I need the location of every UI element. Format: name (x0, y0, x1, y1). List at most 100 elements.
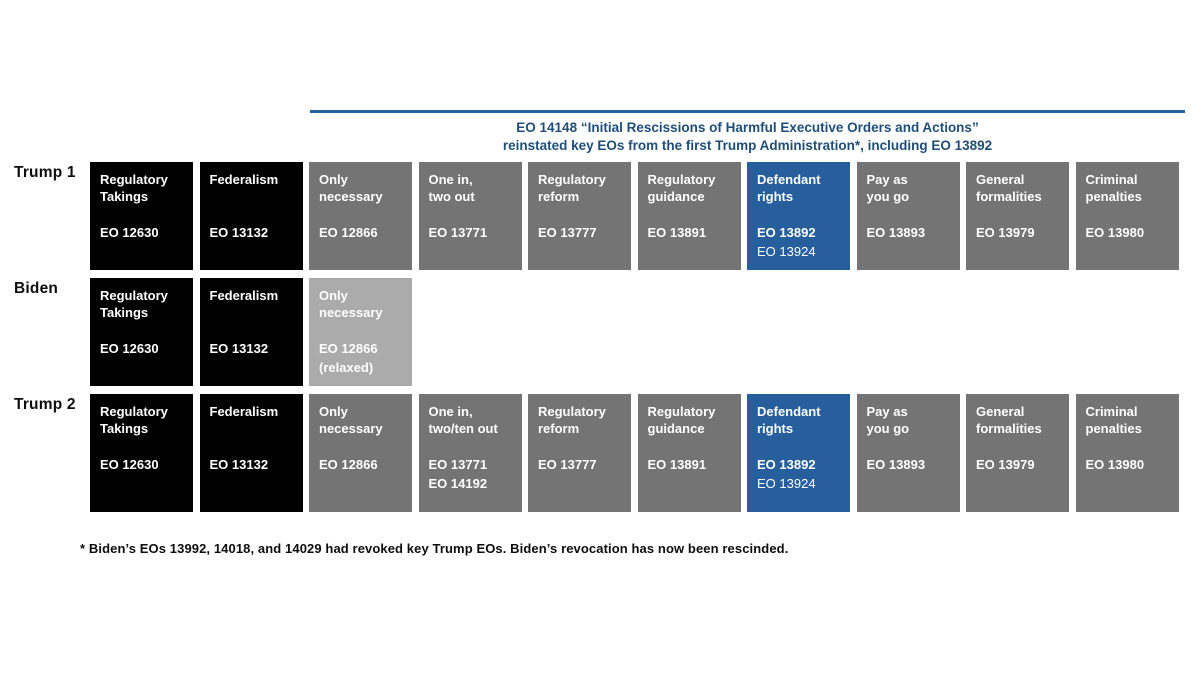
eo-number-block: EO 13979 (976, 224, 1065, 243)
row-label-trump-2: Trump 2 (14, 396, 76, 413)
eo-number: EO 13980 (1085, 457, 1145, 472)
eo-number-block: EO 13980 (1086, 224, 1175, 243)
eo-box: One in, two/ten out EO 13771 EO 14192 (418, 394, 522, 512)
eo-number: EO 13132 (209, 341, 269, 356)
eo-number: EO 13979 (976, 457, 1035, 472)
eo-number: EO 13980 (1085, 225, 1145, 240)
eo-box: Criminal penalties EO 13980 (1075, 162, 1179, 270)
eo-box-title: Only necessary (319, 288, 383, 320)
eo-box: Only necessary EO 12866 (309, 394, 412, 512)
eo-box-title: Regulatory Takings (100, 288, 168, 320)
chart-title: EO 14148 “Initial Rescissions of Harmful… (310, 119, 1185, 155)
eo-box-title: Regulatory reform (538, 172, 606, 204)
eo-number: (relaxed) (319, 359, 374, 375)
eo-number: EO 13893 (866, 225, 926, 240)
eo-number-block: EO 13893 (867, 456, 956, 475)
eo-box: Regulatory Takings EO 12630 (90, 278, 193, 386)
eo-number: EO 13892 (757, 225, 816, 240)
eo-number: EO 12866 (319, 341, 378, 356)
eo-number: EO 13893 (866, 457, 926, 472)
eo-box: One in, two out EO 13771 (418, 162, 522, 270)
eo-number-block: EO 12866 (319, 224, 408, 243)
eo-number: EO 12630 (100, 457, 159, 472)
eo-box: Regulatory guidance EO 13891 (637, 162, 741, 270)
eo-number-block: EO 13132 (210, 224, 299, 243)
eo-number-block: EO 13771 EO 14192 (429, 456, 518, 493)
eo-number-block: EO 13771 (429, 224, 518, 243)
eo-box: Only necessary EO 12866 (309, 162, 412, 270)
eo-number: EO 12866 (319, 225, 378, 240)
eo-number-block: EO 13132 (210, 340, 299, 359)
eo-box-title: Regulatory Takings (100, 404, 168, 436)
eo-box: Federalism EO 13132 (199, 162, 303, 270)
eo-number: EO 12866 (319, 457, 378, 472)
eo-box-title: Criminal penalties (1085, 404, 1142, 436)
eo-box-title: Federalism (209, 172, 279, 187)
eo-number: EO 13777 (538, 225, 597, 240)
eo-number: EO 14192 (428, 475, 488, 491)
eo-number: EO 13777 (538, 457, 597, 472)
eo-box-title: Federalism (209, 288, 279, 303)
eo-number: EO 13891 (647, 225, 707, 240)
eo-box-title: Pay as you go (866, 172, 910, 204)
eo-box-title: Defendant rights (757, 404, 821, 436)
eo-number-block: EO 13891 (648, 456, 737, 475)
eo-number: EO 13132 (209, 225, 269, 240)
eo-box-title: Defendant rights (757, 172, 821, 204)
eo-box: Regulatory reform EO 13777 (528, 162, 631, 270)
eo-box: General formalities EO 13979 (966, 394, 1069, 512)
chart-title-line1: EO 14148 “Initial Rescissions of Harmful… (516, 120, 979, 135)
header-rule-line (310, 110, 1185, 113)
eo-number-block: EO 13979 (976, 456, 1065, 475)
eo-box: Criminal penalties EO 13980 (1075, 394, 1179, 512)
eo-number-block: EO 13132 (210, 456, 299, 475)
eo-number-block: EO 13892 EO 13924 (757, 456, 846, 493)
chart-title-line2: reinstated key EOs from the first Trump … (502, 138, 993, 153)
eo-number-block: EO 13893 (867, 224, 956, 243)
eo-box: Defendant rights EO 13892 EO 13924 (747, 162, 850, 270)
eo-number-block: EO 13980 (1086, 456, 1175, 475)
eo-box: Defendant rights EO 13892 EO 13924 (747, 394, 850, 512)
eo-box-title: Regulatory guidance (647, 404, 716, 436)
eo-number-block: EO 13777 (538, 456, 627, 475)
eo-box: General formalities EO 13979 (966, 162, 1069, 270)
eo-box-title: Federalism (209, 404, 279, 419)
eo-box: Regulatory guidance EO 13891 (637, 394, 741, 512)
eo-number: EO 13891 (647, 457, 707, 472)
eo-number-block: EO 12866 (relaxed) (319, 340, 408, 377)
eo-box: Regulatory Takings EO 12630 (90, 162, 193, 270)
eo-number: EO 12630 (100, 341, 159, 356)
eo-number-block: EO 13777 (538, 224, 627, 243)
eo-box-title: Pay as you go (866, 404, 910, 436)
eo-box-title: Regulatory Takings (100, 172, 168, 204)
eo-box: Only necessary EO 12866 (relaxed) (309, 278, 412, 386)
eo-box-title: One in, two/ten out (428, 404, 498, 436)
eo-number-block: EO 12866 (319, 456, 408, 475)
eo-number: EO 13979 (976, 225, 1035, 240)
eo-box-title: General formalities (976, 172, 1042, 204)
eo-box-title: Criminal penalties (1085, 172, 1142, 204)
eo-box-title: One in, two out (428, 172, 475, 204)
eo-number: EO 13132 (209, 457, 269, 472)
eo-number: EO 13892 (757, 457, 816, 472)
eo-number: EO 12630 (100, 225, 159, 240)
footnote: * Biden’s EOs 13992, 14018, and 14029 ha… (80, 541, 789, 556)
eo-number-block: EO 12630 (100, 340, 189, 359)
eo-box: Pay as you go EO 13893 (856, 162, 960, 270)
eo-box: Federalism EO 13132 (199, 394, 303, 512)
eo-number-block: EO 13891 (648, 224, 737, 243)
eo-number: EO 13771 (428, 457, 488, 472)
eo-box: Pay as you go EO 13893 (856, 394, 960, 512)
eo-number-block: EO 13892 EO 13924 (757, 224, 846, 261)
eo-number: EO 13924 (757, 243, 816, 259)
eo-box-title: General formalities (976, 404, 1042, 436)
eo-number-block: EO 12630 (100, 224, 189, 243)
eo-box-title: Regulatory guidance (647, 172, 716, 204)
row-label-trump-1: Trump 1 (14, 164, 76, 181)
eo-number: EO 13771 (428, 225, 488, 240)
eo-box-title: Only necessary (319, 404, 383, 436)
eo-box-title: Only necessary (319, 172, 383, 204)
row-label-biden: Biden (14, 280, 59, 297)
eo-box: Regulatory reform EO 13777 (528, 394, 631, 512)
eo-number-block: EO 12630 (100, 456, 189, 475)
